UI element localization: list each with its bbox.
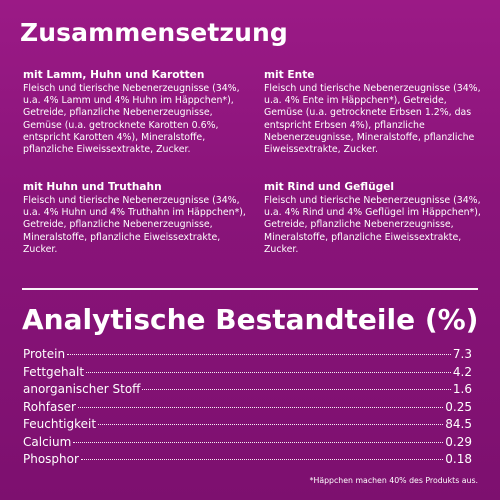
analysis-label: anorganischer Stoff [23, 382, 141, 396]
analysis-value: 0.29 [445, 434, 472, 449]
composition-block-lamb: mit Lamm, Huhn und Karotten Fleisch und … [23, 68, 251, 156]
analysis-label: Calcium [23, 434, 72, 449]
dot-leader [98, 424, 444, 425]
dot-leader [73, 441, 444, 443]
analysis-row-ash: anorganischer Stoff 1.6 [23, 382, 472, 400]
composition-block-text: Fleisch und tierische Nebenerzeugnisse (… [264, 195, 481, 255]
analysis-row-phosphorus: Phosphor 0.18 [23, 452, 472, 470]
analysis-table: Protein 7.3 Fettgehalt 4.2 anorganischer… [23, 347, 472, 470]
composition-block-text: Fleisch und tierische Nebenerzeugnisse (… [23, 83, 240, 156]
composition-block-duck: mit Ente Fleisch und tierische Nebenerze… [264, 68, 486, 156]
analysis-label: Feuchtigkeit [23, 417, 97, 431]
dot-leader [77, 406, 444, 408]
dot-leader [142, 389, 451, 390]
footnote: *Häppchen machen 40% des Produkts aus. [309, 476, 478, 485]
section-divider [22, 288, 478, 290]
analysis-value: 84.5 [445, 417, 472, 431]
composition-block-title: mit Rind und Geflügel [264, 181, 395, 193]
analysis-row-fat: Fettgehalt 4.2 [23, 365, 472, 383]
analysis-row-fiber: Rohfaser 0.25 [23, 400, 472, 418]
analysis-row-moisture: Feuchtigkeit 84.5 [23, 417, 472, 435]
analysis-value: 0.18 [445, 452, 472, 466]
dot-leader [80, 459, 444, 460]
dot-leader [86, 371, 451, 373]
analysis-value: 0.25 [445, 399, 472, 414]
analysis-value: 7.3 [452, 347, 472, 361]
analysis-value: 1.6 [452, 382, 472, 396]
composition-heading: Zusammensetzung [20, 18, 288, 47]
composition-block-title: mit Huhn und Truthahn [23, 181, 162, 193]
composition-block-text: Fleisch und tierische Nebenerzeugnisse (… [264, 83, 481, 156]
analysis-label: Rohfaser [23, 399, 76, 414]
analysis-value: 4.2 [452, 364, 472, 379]
composition-block-title: mit Lamm, Huhn und Karotten [23, 69, 205, 81]
analysis-label: Phosphor [23, 452, 79, 466]
analysis-heading: Analytische Bestandteile (%) [22, 303, 479, 336]
composition-block-text: Fleisch und tierische Nebenerzeugnisse (… [23, 195, 246, 255]
composition-block-chicken-turkey: mit Huhn und Truthahn Fleisch und tieris… [23, 180, 251, 256]
composition-block-beef-poultry: mit Rind und Geflügel Fleisch und tieris… [264, 180, 486, 256]
analysis-label: Protein [23, 347, 66, 361]
analysis-label: Fettgehalt [23, 364, 85, 379]
dot-leader [67, 354, 451, 355]
composition-block-title: mit Ente [264, 69, 315, 81]
analysis-row-calcium: Calcium 0.29 [23, 435, 472, 453]
analysis-row-protein: Protein 7.3 [23, 347, 472, 365]
